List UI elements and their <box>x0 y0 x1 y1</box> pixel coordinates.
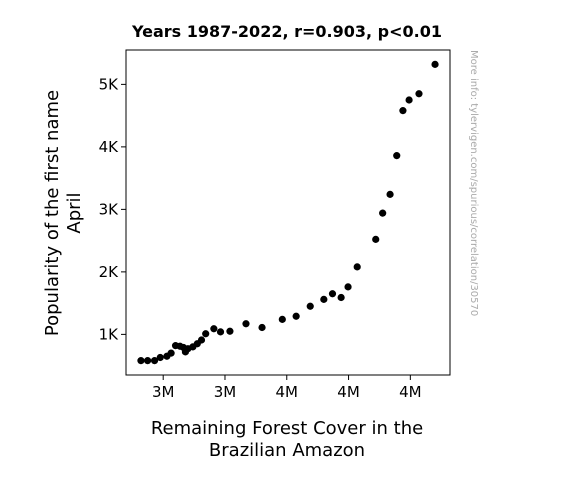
data-point <box>202 330 210 338</box>
data-point <box>150 357 159 365</box>
data-point <box>415 90 423 98</box>
x-tick-label: 4M <box>337 383 360 401</box>
x-axis-label-line-1: Remaining Forest Cover in the <box>151 418 423 439</box>
x-tick-label: 4M <box>399 383 422 401</box>
data-point <box>431 60 439 68</box>
y-tick-label: 5K <box>99 75 120 93</box>
x-tick-label: 3M <box>152 383 175 401</box>
data-point <box>167 349 175 357</box>
chart-title: Years 1987-2022, r=0.903, p<0.01 <box>131 22 442 41</box>
data-point <box>278 315 286 323</box>
data-point <box>328 290 337 298</box>
y-axis-label-line-1: Popularity of the first name <box>42 90 63 336</box>
data-point <box>386 190 394 198</box>
x-axis-label: Remaining Forest Cover in the Brazilian … <box>151 418 423 461</box>
y-tick-label: 4K <box>99 138 120 156</box>
data-point <box>344 283 352 291</box>
x-tick-label: 4M <box>276 383 299 401</box>
data-point <box>216 328 225 336</box>
data-point <box>337 293 345 302</box>
data-point <box>226 327 234 335</box>
data-point <box>320 295 328 303</box>
data-point <box>137 357 145 365</box>
data-point <box>292 312 300 320</box>
x-tick-label: 3M <box>214 383 237 401</box>
data-point <box>405 96 413 104</box>
data-point <box>197 336 206 344</box>
x-axis-label-line-2: Brazilian Amazon <box>209 440 365 461</box>
data-point <box>258 323 266 332</box>
data-point <box>399 107 407 115</box>
data-point <box>393 152 401 160</box>
x-axis: 3M 3M 4M 4M 4M <box>152 375 422 401</box>
y-axis-label: Popularity of the first name April <box>42 90 85 336</box>
data-point <box>372 235 380 243</box>
data-point <box>242 320 250 328</box>
data-point <box>353 263 361 271</box>
y-tick-label: 2K <box>99 263 120 281</box>
data-point <box>144 357 152 365</box>
data-points <box>137 60 439 365</box>
data-point <box>210 325 218 333</box>
y-axis-label-line-2: April <box>64 192 85 233</box>
data-point <box>156 353 164 362</box>
data-point <box>306 302 314 310</box>
plot-area <box>125 49 451 376</box>
data-point <box>379 209 387 217</box>
y-tick-label: 3K <box>99 200 120 218</box>
watermark: More info: tylervigen.com/spurious/corre… <box>468 50 479 316</box>
y-axis: 1K 2K 3K 4K 5K <box>99 75 126 343</box>
y-tick-label: 1K <box>99 325 120 343</box>
